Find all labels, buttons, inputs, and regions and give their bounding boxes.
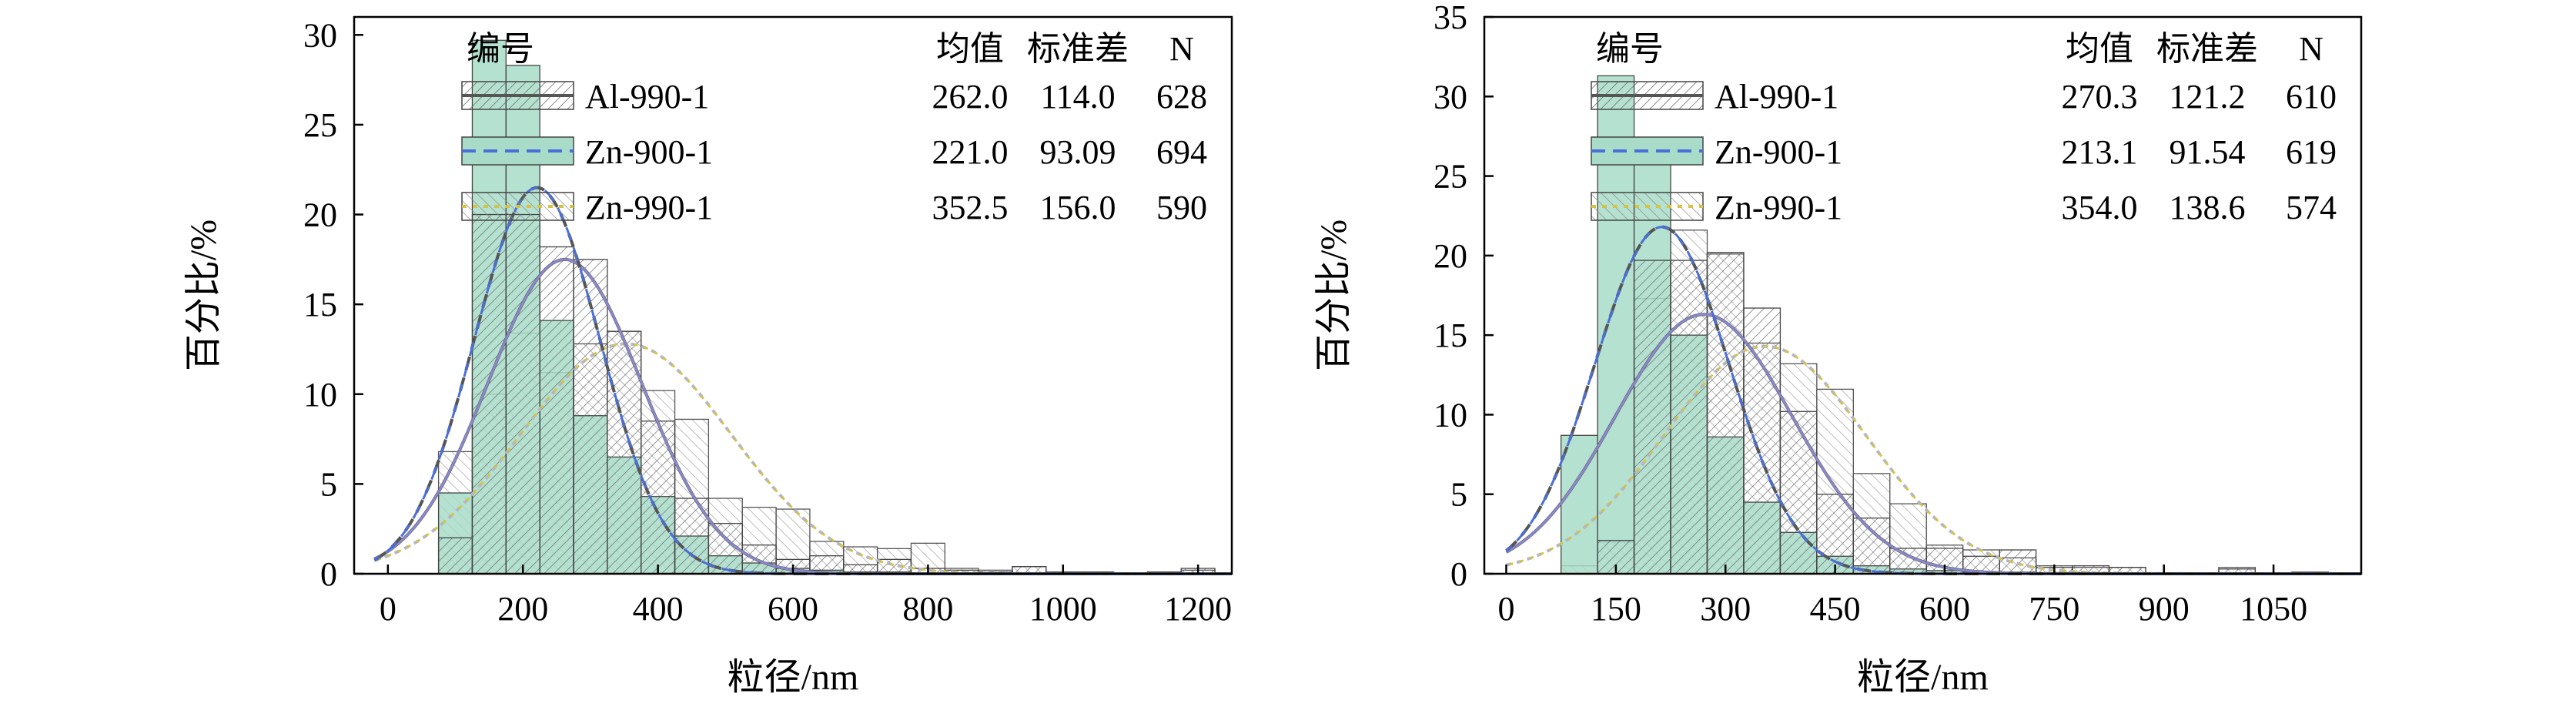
x-tick-label: 400	[633, 590, 684, 628]
legend-header: 编号	[1596, 30, 1664, 68]
bar-al	[573, 259, 608, 575]
legend-n: 574	[2286, 189, 2337, 226]
legend-mean: 352.5	[932, 189, 1009, 226]
legend-header: 编号	[467, 30, 534, 68]
legend-row-zn900: Zn-900-1 213.1 91.54 619	[1591, 133, 2337, 171]
legend-mean: 221.0	[932, 133, 1009, 171]
y-tick-label: 30	[1434, 78, 1467, 116]
x-axis: 0 150 300 450 600 750 900 1050	[1497, 565, 2307, 628]
fit-curve-zn990	[373, 342, 1232, 575]
legend-header: N	[1169, 30, 1194, 68]
legend-mean: 213.1	[2062, 133, 2138, 171]
y-tick-label: 30	[303, 16, 337, 54]
y-axis: 0 5 10 15 20 25 30	[303, 16, 363, 593]
legend-name: Zn-900-1	[585, 133, 713, 171]
x-axis-title: 粒径/nm	[1857, 657, 1989, 698]
legend-mean: 270.3	[2062, 78, 2138, 116]
bar-al	[505, 213, 540, 575]
bars-al	[437, 213, 1216, 575]
legend-name: Zn-990-1	[1715, 189, 1842, 226]
x-tick-label: 1000	[1029, 590, 1097, 628]
legend-name: Al-990-1	[1715, 78, 1838, 116]
chart-left-svg: 0 200 400 600 800 1000 1200 0 5 10 15 20 25 30 粒径/nm 百分…	[183, 15, 1233, 698]
legend-header: 标准差	[2156, 30, 2258, 68]
x-tick-label: 600	[768, 590, 818, 628]
bar-al	[1633, 260, 1671, 575]
x-tick-label: 800	[902, 590, 953, 628]
bar-al	[1999, 549, 2037, 575]
legend-n: 610	[2286, 78, 2337, 116]
y-tick-label: 5	[1450, 476, 1467, 514]
legend-row-al: Al-990-1 262.0 114.0 628	[461, 78, 1207, 116]
bar-al	[1852, 518, 1891, 575]
legend-std: 121.2	[2170, 78, 2246, 116]
bar-al	[1706, 252, 1745, 575]
x-tick-label: 1200	[1164, 590, 1232, 628]
x-tick-label: 600	[1919, 590, 1970, 628]
plot-frame	[1483, 15, 2363, 575]
x-tick-label: 200	[497, 590, 548, 628]
y-tick-label: 20	[303, 196, 337, 234]
y-tick-label: 25	[303, 106, 337, 144]
bar-al	[1743, 307, 1781, 575]
y-tick-label: 25	[1434, 158, 1467, 196]
legend-header: 均值	[2066, 30, 2133, 68]
bar-al	[539, 246, 574, 575]
legend-header: 均值	[936, 30, 1004, 68]
y-axis-title: 百分比/%	[1313, 219, 1354, 371]
x-tick-label: 0	[380, 590, 396, 628]
legend: 编号 均值 标准差 N Al-990-1 262.0 114.0 628 Zn-900-1 221…	[461, 30, 1207, 226]
y-tick-label: 20	[1434, 237, 1467, 275]
legend-row-zn990: Zn-990-1 352.5 156.0 590	[461, 189, 1207, 226]
legend-n: 694	[1156, 133, 1207, 171]
legend-name: Al-990-1	[585, 78, 709, 116]
y-axis-title: 百分比/%	[183, 219, 224, 371]
y-tick-label: 5	[320, 465, 337, 503]
legend-n: 619	[2286, 133, 2337, 171]
bar-al	[437, 537, 473, 575]
legend-name: Zn-990-1	[585, 189, 713, 226]
legend-header: 标准差	[1027, 30, 1129, 68]
legend: 编号 均值 标准差 N Al-990-1 270.3 121.2 610 Zn-900-1 213…	[1591, 30, 2337, 226]
bar-al	[607, 330, 642, 575]
y-tick-label: 35	[1434, 0, 1467, 36]
x-tick-label: 450	[1810, 590, 1861, 628]
legend-std: 114.0	[1040, 78, 1115, 116]
y-tick-label: 0	[1450, 555, 1467, 593]
y-tick-label: 10	[1434, 396, 1467, 434]
x-tick-label: 150	[1591, 590, 1641, 628]
legend-std: 91.54	[2170, 133, 2246, 171]
x-axis: 0 200 400 600 800 1000 1200	[380, 565, 1232, 628]
bar-al	[1779, 410, 1818, 575]
legend-name: Zn-900-1	[1715, 133, 1842, 171]
legend-header: N	[2299, 30, 2323, 68]
x-axis-title: 粒径/nm	[728, 657, 859, 698]
x-tick-label: 1050	[2240, 590, 2307, 628]
bar-al	[641, 421, 676, 575]
legend-mean: 262.0	[932, 78, 1009, 116]
legend-std: 93.09	[1040, 133, 1116, 171]
y-tick-label: 0	[320, 555, 337, 593]
legend-std: 138.6	[2170, 189, 2246, 226]
x-tick-label: 0	[1497, 590, 1514, 628]
x-tick-label: 300	[1700, 590, 1751, 628]
bar-al	[471, 213, 507, 575]
legend-std: 156.0	[1040, 189, 1116, 226]
y-axis: 0 5 10 15 20 25 30 35	[1434, 0, 1494, 593]
chart-right-svg: 0 150 300 450 600 750 900 1050 0 5 10 15 20 25 30 35 粒径/…	[1313, 0, 2363, 698]
chart-right: 0 150 300 450 600 750 900 1050 0 5 10 15 20 25 30 35 粒径/…	[1288, 0, 2576, 707]
y-tick-label: 15	[303, 286, 337, 323]
legend-row-zn990: Zn-990-1 354.0 138.6 574	[1591, 189, 2337, 226]
legend-mean: 354.0	[2062, 189, 2138, 226]
legend-n: 590	[1156, 189, 1207, 226]
legend-row-zn900: Zn-900-1 221.0 93.09 694	[461, 133, 1207, 171]
legend-n: 628	[1156, 78, 1207, 116]
y-tick-label: 15	[1434, 317, 1467, 354]
legend-row-al: Al-990-1 270.3 121.2 610	[1591, 78, 2337, 116]
x-tick-label: 750	[2029, 590, 2079, 628]
x-tick-label: 900	[2139, 590, 2190, 628]
y-tick-label: 10	[303, 376, 337, 414]
chart-left: 0 200 400 600 800 1000 1200 0 5 10 15 20 25 30 粒径/nm 百分…	[183, 15, 1233, 698]
fit-curve-zn990	[1506, 344, 2361, 575]
